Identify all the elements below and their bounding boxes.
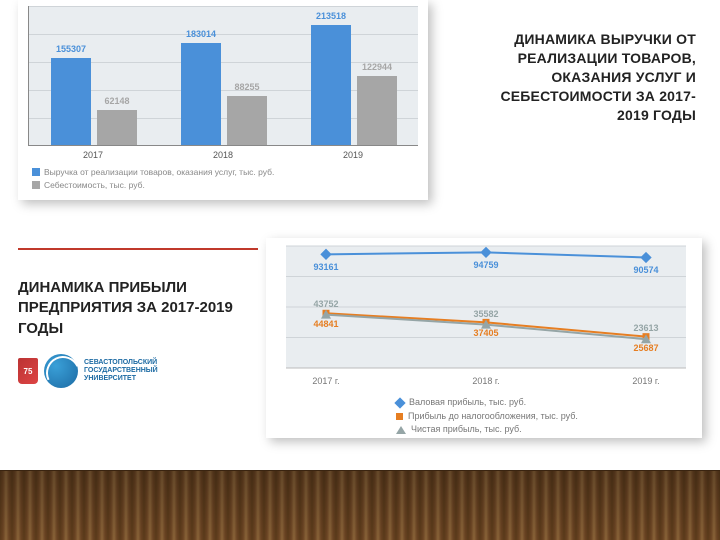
line-x-tick: 2017 г. xyxy=(266,376,386,386)
wood-floor-decor xyxy=(0,470,720,540)
line-chart: 93161 94759 90574 44841 37405 25687 43752 35582… xyxy=(266,238,702,438)
line-point-label: 37405 xyxy=(473,328,498,338)
divider-line xyxy=(18,248,258,250)
logo-badge-text: 75 xyxy=(24,367,33,376)
slide-area: 1553076214818301488255213518122944 20172… xyxy=(0,0,720,470)
legend-item: Выручка от реализации товаров, оказания … xyxy=(32,166,274,179)
bar: 88255 xyxy=(227,96,267,145)
bar: 122944 xyxy=(357,76,397,145)
line-point-label: 23613 xyxy=(633,323,658,333)
bar-value-label: 155307 xyxy=(51,44,91,54)
line-point-label: 44841 xyxy=(313,319,338,329)
line-x-tick: 2019 г. xyxy=(586,376,706,386)
logo-badge: 75 xyxy=(18,358,38,384)
line-point-label: 25687 xyxy=(633,343,658,353)
bar: 183014 xyxy=(181,43,221,145)
line-chart-legend: Валовая прибыль, тыс. руб.Прибыль до нал… xyxy=(396,396,578,437)
bar-value-label: 183014 xyxy=(181,29,221,39)
bar-chart-plot: 1553076214818301488255213518122944 xyxy=(28,6,418,146)
line-x-tick: 2018 г. xyxy=(426,376,546,386)
bar-value-label: 88255 xyxy=(227,82,267,92)
line-point-label: 90574 xyxy=(633,265,658,275)
university-logo: 75 СЕВАСТОПОЛЬСКИЙ ГОСУДАРСТВЕННЫЙ УНИВЕ… xyxy=(18,350,168,392)
line-point-label: 35582 xyxy=(473,309,498,319)
legend-item: Чистая прибыль, тыс. руб. xyxy=(396,423,578,437)
line-point-label: 94759 xyxy=(473,260,498,270)
legend-item: Валовая прибыль, тыс. руб. xyxy=(396,396,578,410)
legend-item: Себестоимость, тыс. руб. xyxy=(32,179,274,192)
bar-chart-legend: Выручка от реализации товаров, оказания … xyxy=(32,166,274,192)
logo-text: СЕВАСТОПОЛЬСКИЙ ГОСУДАРСТВЕННЫЙ УНИВЕРСИ… xyxy=(84,359,158,382)
bar-chart: 1553076214818301488255213518122944 20172… xyxy=(18,0,428,200)
line-point-label: 43752 xyxy=(313,299,338,309)
bar-x-tick: 2018 xyxy=(158,150,288,160)
bar-value-label: 122944 xyxy=(357,62,397,72)
bar-x-tick: 2019 xyxy=(288,150,418,160)
logo-swoosh-icon xyxy=(44,354,78,388)
title-bottom: ДИНАМИКА ПРИБЫЛИ ПРЕДПРИЯТИЯ ЗА 2017-201… xyxy=(18,278,248,339)
bar: 155307 xyxy=(51,58,91,145)
line-point-label: 93161 xyxy=(313,262,338,272)
bar: 62148 xyxy=(97,110,137,145)
bar-x-tick: 2017 xyxy=(28,150,158,160)
bar: 213518 xyxy=(311,25,351,145)
title-top: ДИНАМИКА ВЫРУЧКИ ОТ РЕАЛИЗАЦИИ ТОВАРОВ, … xyxy=(476,30,696,124)
line-chart-plot: 93161 94759 90574 44841 37405 25687 43752 35582… xyxy=(286,246,686,368)
bar-value-label: 213518 xyxy=(311,11,351,21)
bar-value-label: 62148 xyxy=(97,96,137,106)
legend-item: Прибыль до налогообложения, тыс. руб. xyxy=(396,410,578,424)
